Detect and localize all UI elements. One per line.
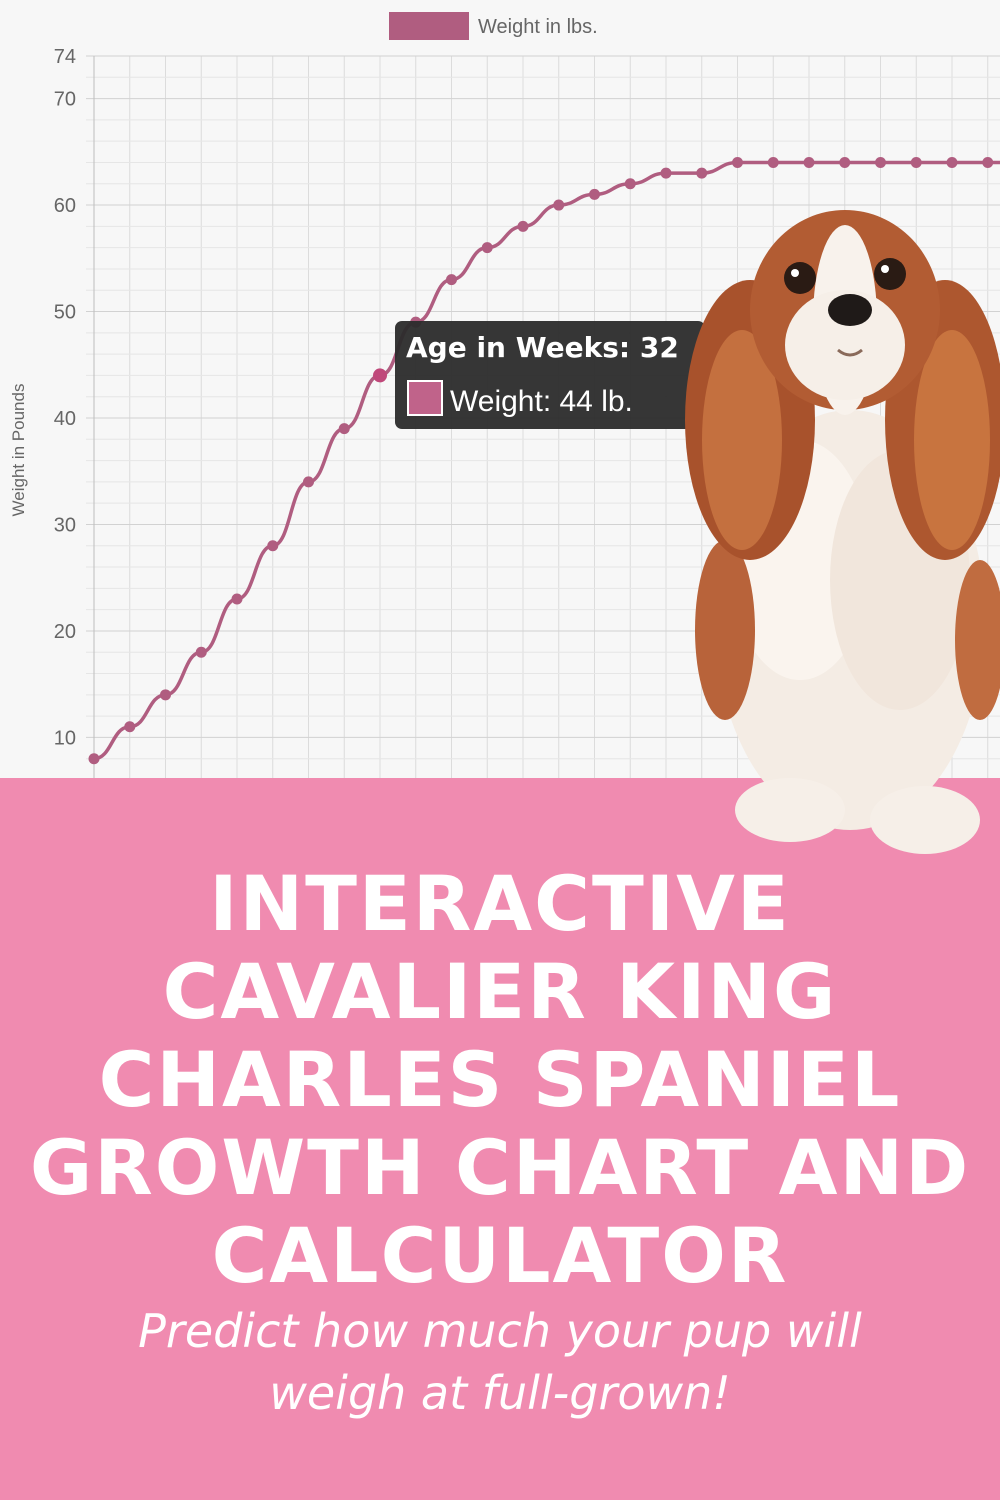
data-point[interactable] (481, 242, 493, 254)
subtitle-line: Predict how much your pup will (138, 1304, 862, 1358)
data-point[interactable] (267, 540, 279, 552)
weight-series (88, 156, 1000, 765)
headline-line: GROWTH CHART AND (29, 1123, 971, 1212)
data-point[interactable] (732, 156, 743, 168)
headline-line: CAVALIER KING (162, 947, 838, 1036)
data-point[interactable] (446, 274, 457, 286)
data-point[interactable] (946, 156, 958, 168)
y-axis-label: Weight in Pounds (9, 384, 28, 517)
tooltip-box (395, 321, 705, 429)
data-point[interactable] (553, 199, 565, 211)
tooltip-label: Weight: 44 lb. (450, 385, 633, 418)
y-tick-label: 20 (54, 621, 76, 643)
subtitle-line: weigh at full-grown! (269, 1366, 731, 1420)
legend-swatch (389, 12, 469, 40)
data-point[interactable] (982, 156, 994, 168)
headline-line: CALCULATOR (211, 1211, 789, 1300)
page-headline: INTERACTIVE CAVALIER KING CHARLES SPANIEL G… (20, 860, 980, 1300)
data-point[interactable] (589, 188, 600, 200)
y-tick-label: 40 (54, 408, 76, 430)
legend-label: Weight in lbs. (478, 16, 598, 38)
spaniel-dog-image (685, 210, 1000, 854)
y-tick-label: 30 (54, 514, 76, 536)
data-point[interactable] (875, 156, 886, 168)
data-point[interactable] (660, 167, 672, 179)
y-tick-label: 50 (54, 302, 76, 324)
data-point[interactable] (803, 156, 815, 168)
y-tick-label: 70 (54, 89, 76, 111)
data-point[interactable] (88, 753, 100, 765)
tooltip-swatch (407, 380, 443, 416)
y-tick-label: 60 (54, 195, 76, 217)
data-point[interactable] (160, 689, 171, 701)
tooltip-title: Age in Weeks: 32 (406, 331, 679, 364)
data-point[interactable] (373, 368, 387, 383)
data-point[interactable] (767, 156, 779, 168)
page-subtitle: Predict how much your pup will weigh at f… (30, 1300, 970, 1424)
data-point[interactable] (696, 167, 708, 179)
data-point[interactable] (839, 156, 851, 168)
title-banner (0, 778, 1000, 1500)
chart-legend[interactable]: Weight in lbs. (389, 12, 598, 40)
headline-line: INTERACTIVE (209, 859, 791, 948)
data-point[interactable] (338, 423, 350, 435)
y-axis: 10 20 30 40 50 60 70 74 (54, 46, 95, 780)
data-point[interactable] (910, 156, 922, 168)
data-point[interactable] (303, 476, 314, 488)
chart-tooltip: Age in Weeks: 32 Weight: 44 lb. (395, 321, 705, 429)
data-point[interactable] (195, 646, 207, 658)
data-point[interactable] (231, 593, 243, 605)
y-tick-label: 10 (54, 727, 76, 749)
headline-line: CHARLES SPANIEL (98, 1035, 902, 1124)
data-point[interactable] (517, 220, 529, 232)
data-point[interactable] (124, 721, 136, 733)
y-tick-label: 74 (54, 46, 76, 68)
data-point[interactable] (624, 178, 636, 190)
